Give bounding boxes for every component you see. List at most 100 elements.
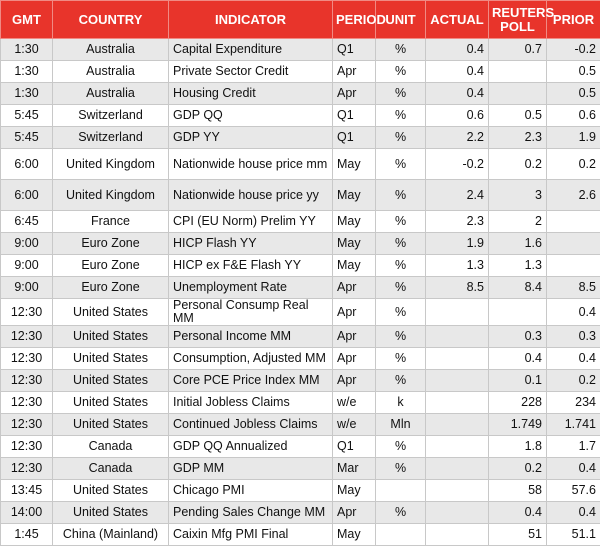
table-cell: 12:30 bbox=[0, 391, 53, 414]
table-cell: 12:30 bbox=[0, 347, 53, 370]
table-cell: May bbox=[332, 179, 376, 211]
table-cell: 0.4 bbox=[546, 347, 600, 370]
table-cell: 0.6 bbox=[425, 104, 489, 127]
table-row: 12:30 Canada GDP QQ Annualized Q1% 1.8 1.7 bbox=[0, 435, 600, 458]
table-cell: % bbox=[375, 126, 426, 149]
table-cell: % bbox=[375, 38, 426, 61]
table-cell: Nationwide house price mm bbox=[168, 148, 333, 180]
table-cell: 9:00 bbox=[0, 232, 53, 255]
table-cell: May bbox=[332, 210, 376, 233]
header-cell: GMT bbox=[0, 0, 53, 39]
table-cell: Switzerland bbox=[52, 126, 169, 149]
table-cell: HICP ex F&E Flash YY bbox=[168, 254, 333, 277]
table-row: 12:30 United States Continued Jobless Clai… bbox=[0, 413, 600, 436]
table-cell: 234 bbox=[546, 391, 600, 414]
table-cell: United States bbox=[52, 391, 169, 414]
table-cell: Capital Expenditure bbox=[168, 38, 333, 61]
table-cell: May bbox=[332, 479, 376, 502]
table-cell: 0.2 bbox=[488, 457, 547, 480]
table-cell bbox=[488, 82, 547, 105]
table-cell: % bbox=[375, 254, 426, 277]
table-cell bbox=[488, 298, 547, 326]
table-row: 12:30 United States Consumption, Adjusted … bbox=[0, 347, 600, 370]
table-cell: Personal Consump Real MM bbox=[168, 298, 333, 326]
table-cell: % bbox=[375, 369, 426, 392]
table-cell: 0.2 bbox=[488, 148, 547, 180]
table-cell: 1.3 bbox=[425, 254, 489, 277]
table-cell: Apr bbox=[332, 325, 376, 348]
table-cell bbox=[546, 254, 600, 277]
table-cell: 2.4 bbox=[425, 179, 489, 211]
table-cell: 6:45 bbox=[0, 210, 53, 233]
table-cell bbox=[425, 325, 489, 348]
table-cell: China (Mainland) bbox=[52, 523, 169, 546]
table-cell: May bbox=[332, 232, 376, 255]
table-cell bbox=[425, 523, 489, 546]
table-cell: w/e bbox=[332, 391, 376, 414]
table-cell: Apr bbox=[332, 369, 376, 392]
table-cell: -0.2 bbox=[546, 38, 600, 61]
header-cell: REUTERS POLL bbox=[488, 0, 554, 39]
table-cell: 0.4 bbox=[425, 82, 489, 105]
table-cell: Personal Income MM bbox=[168, 325, 333, 348]
table-cell bbox=[425, 347, 489, 370]
table-row: 1:30 Australia Capital Expenditure Q1% 0.4 0.… bbox=[0, 38, 600, 61]
table-cell: % bbox=[375, 501, 426, 524]
table-cell: United States bbox=[52, 325, 169, 348]
table-cell: 6:00 bbox=[0, 179, 53, 211]
table-cell: May bbox=[332, 523, 376, 546]
table-cell: 13:45 bbox=[0, 479, 53, 502]
table-cell: % bbox=[375, 276, 426, 299]
header-cell: UNIT bbox=[375, 0, 426, 39]
table-cell: 0.2 bbox=[546, 369, 600, 392]
table-cell bbox=[546, 210, 600, 233]
table-cell: 1.6 bbox=[488, 232, 547, 255]
header-cell: INDICATOR bbox=[168, 0, 333, 39]
table-cell: % bbox=[375, 179, 426, 211]
table-cell: % bbox=[375, 298, 426, 326]
table-cell: 5:45 bbox=[0, 104, 53, 127]
table-cell: May bbox=[332, 254, 376, 277]
table-cell: 51 bbox=[488, 523, 547, 546]
table-cell: United States bbox=[52, 369, 169, 392]
table-cell: GDP MM bbox=[168, 457, 333, 480]
header-row: GMT COUNTRY INDICATOR PERIOD UNIT ACTUAL REUTE… bbox=[0, 0, 600, 39]
table-cell: 6:00 bbox=[0, 148, 53, 180]
table-cell: Q1 bbox=[332, 104, 376, 127]
table-cell: Apr bbox=[332, 501, 376, 524]
table-cell: 12:30 bbox=[0, 325, 53, 348]
table-cell: Housing Credit bbox=[168, 82, 333, 105]
table-cell: % bbox=[375, 104, 426, 127]
table-cell: % bbox=[375, 325, 426, 348]
table-cell: 1.9 bbox=[546, 126, 600, 149]
table-cell: % bbox=[375, 210, 426, 233]
table-cell bbox=[375, 523, 426, 546]
table-cell: 2.3 bbox=[488, 126, 547, 149]
table-cell: CPI (EU Norm) Prelim YY bbox=[168, 210, 333, 233]
table-row: 12:30 United States Core PCE Price Index M… bbox=[0, 369, 600, 392]
table-cell: 0.4 bbox=[546, 501, 600, 524]
table-cell: 1.741 bbox=[546, 413, 600, 436]
table-cell: HICP Flash YY bbox=[168, 232, 333, 255]
table-cell bbox=[425, 391, 489, 414]
table-row: 12:30 Canada GDP MM Mar% 0.2 0.4 bbox=[0, 457, 600, 480]
table-cell: % bbox=[375, 435, 426, 458]
table-cell: United Kingdom bbox=[52, 148, 169, 180]
table-cell: 0.4 bbox=[425, 60, 489, 83]
table-row: 5:45 Switzerland GDP YY Q1% 2.2 2.3 1.9 bbox=[0, 126, 600, 149]
table-cell: 14:00 bbox=[0, 501, 53, 524]
table-row: 1:30 Australia Private Sector Credit Apr% 0.… bbox=[0, 60, 600, 83]
table-cell: United States bbox=[52, 413, 169, 436]
table-cell: 1.8 bbox=[488, 435, 547, 458]
table-cell: k bbox=[375, 391, 426, 414]
header-cell: PRIOR bbox=[546, 0, 600, 39]
table-cell: Euro Zone bbox=[52, 232, 169, 255]
table-cell: 0.6 bbox=[546, 104, 600, 127]
table-cell: 0.2 bbox=[546, 148, 600, 180]
table-cell: 0.4 bbox=[546, 298, 600, 326]
table-cell: Apr bbox=[332, 60, 376, 83]
table-row: 9:00 Euro Zone Unemployment Rate Apr% 8.5 8.4… bbox=[0, 276, 600, 299]
table-cell: 9:00 bbox=[0, 254, 53, 277]
table-cell: 0.5 bbox=[488, 104, 547, 127]
